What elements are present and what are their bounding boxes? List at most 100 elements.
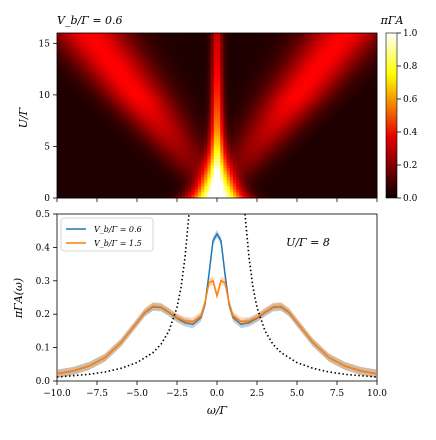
heatmap-cell (76, 141, 80, 145)
heatmap-cell (146, 159, 151, 163)
heatmap-cell (332, 186, 336, 190)
heatmap-cell (156, 75, 160, 79)
heatmap-cell (85, 162, 90, 166)
heatmap-cell (153, 132, 157, 136)
heatmap-cell (79, 69, 83, 73)
heatmap-cell (245, 192, 250, 196)
heatmap-cell (284, 117, 288, 121)
heatmap-cell (322, 81, 327, 85)
heatmap-cell (85, 129, 90, 133)
heatmap-cell (114, 123, 119, 127)
heatmap-cell (274, 111, 279, 115)
heatmap-cell (204, 87, 208, 91)
heatmap-cell (165, 66, 170, 70)
heatmap-cell (255, 135, 259, 139)
heatmap-cell (207, 75, 211, 79)
heatmap-cell (313, 108, 317, 112)
heatmap-cell (137, 66, 141, 70)
heatmap-cell (213, 132, 218, 136)
heatmap-cell (220, 84, 224, 88)
heatmap-cell (117, 57, 122, 61)
heatmap-cell (255, 117, 259, 121)
heatmap-cell (287, 162, 291, 166)
heatmap-cell (63, 51, 67, 55)
heatmap-cell (159, 105, 163, 109)
heatmap-cell (306, 195, 311, 199)
heatmap-cell (303, 192, 307, 196)
heatmap-cell (348, 183, 352, 187)
heatmap-cell (149, 171, 154, 175)
heatmap-cell (236, 168, 240, 172)
heatmap-cell (207, 159, 211, 163)
heatmap-cell (105, 171, 109, 175)
heatmap-cell (92, 66, 96, 70)
heatmap-cell (117, 51, 122, 55)
heatmap-cell (95, 126, 99, 130)
heatmap-cell (213, 81, 218, 85)
heatmap-cell (60, 153, 64, 157)
heatmap-cell (370, 108, 375, 112)
heatmap-cell (133, 156, 138, 160)
heatmap-cell (316, 183, 320, 187)
heatmap-cell (188, 72, 192, 76)
heatmap-cell (60, 132, 64, 136)
heatmap-cell (338, 60, 343, 64)
heatmap-cell (220, 195, 224, 199)
heatmap-cell (111, 69, 115, 73)
heatmap-cell (159, 147, 163, 151)
heatmap-cell (204, 63, 208, 67)
heatmap-cell (274, 69, 279, 73)
heatmap-cell (108, 129, 112, 133)
heatmap-cell (108, 183, 112, 187)
heatmap-cell (290, 111, 295, 115)
heatmap-cell (137, 99, 141, 103)
heatmap-cell (338, 183, 343, 187)
heatmap-cell (178, 69, 183, 73)
heatmap-cell (165, 87, 170, 91)
heatmap-cell (351, 60, 355, 64)
heatmap-cell (319, 162, 323, 166)
heatmap-cell (60, 186, 64, 190)
heatmap-cell (319, 153, 323, 157)
heatmap-cell (373, 78, 378, 82)
heatmap-cell (153, 150, 157, 154)
heatmap-cell (85, 180, 90, 184)
heatmap-cell (277, 54, 282, 58)
heatmap-cell (287, 186, 291, 190)
heatmap-cell (309, 180, 314, 184)
heatmap-cell (66, 153, 71, 157)
heatmap-cell (319, 129, 323, 133)
heatmap-cell (345, 54, 349, 58)
heatmap-cell (217, 132, 221, 136)
heatmap-cell (207, 153, 211, 157)
heatmap-cell (217, 72, 221, 76)
heatmap-cell (159, 117, 163, 121)
heatmap-cell (181, 150, 186, 154)
heatmap-cell (293, 57, 298, 61)
heatmap-cell (236, 105, 240, 109)
heatmap-cell (181, 102, 186, 106)
heatmap-cell (105, 54, 109, 58)
heatmap-cell (210, 141, 215, 145)
heatmap-cell (338, 99, 343, 103)
heatmap-cell (162, 54, 167, 58)
heatmap-cell (300, 180, 304, 184)
heatmap-cell (165, 171, 170, 175)
heatmap-cell (57, 48, 61, 52)
heatmap-cell (111, 189, 115, 193)
heatmap-cell (322, 174, 327, 178)
heatmap-cell (127, 135, 131, 139)
heatmap-cell (133, 78, 138, 82)
heatmap-cell (197, 111, 202, 115)
heatmap-cell (325, 129, 330, 133)
heatmap-cell (293, 108, 298, 112)
heatmap-cell (313, 195, 317, 199)
heatmap-cell (284, 168, 288, 172)
heatmap-cell (258, 165, 263, 169)
heatmap-cell (201, 147, 205, 151)
heatmap-cell (229, 57, 234, 61)
heatmap-cell (245, 66, 250, 70)
heatmap-cell (223, 54, 227, 58)
heatmap-cell (149, 174, 154, 178)
heatmap-cell (207, 90, 211, 94)
